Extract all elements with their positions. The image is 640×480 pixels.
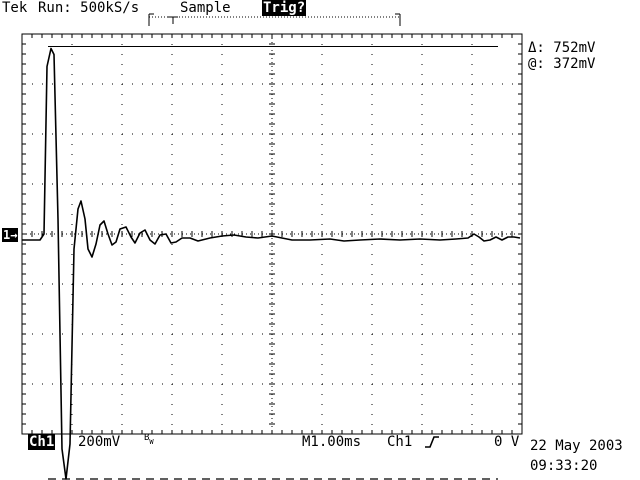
rising-edge-icon [425,436,439,448]
capture-time: 09:33:20 [530,458,598,474]
header-run-state: Run: 500kS/s [38,0,140,16]
timebase: M1.00ms [302,434,362,450]
record-position-bracket [148,13,401,26]
waveform-trace [22,47,521,480]
trigger-level: 0 V [494,434,520,450]
graticule [21,33,523,435]
cursor-position-readout: @: 372mV [528,56,596,72]
acquisition-mode: Sample [180,0,231,16]
capture-date: 22 May 2003 [530,438,623,454]
channel-1-marker[interactable]: 1→ [2,228,19,242]
vertical-scale: 200mV [78,434,121,450]
bandwidth-limit-indicator: BW [144,433,154,446]
cursor-delta-readout: Δ: 752mV [528,40,596,56]
trigger-status: Trig? [262,0,307,16]
trigger-source: Ch1 [387,434,413,450]
header-brand: Tek [2,0,28,16]
channel-label: Ch1 [28,434,56,450]
